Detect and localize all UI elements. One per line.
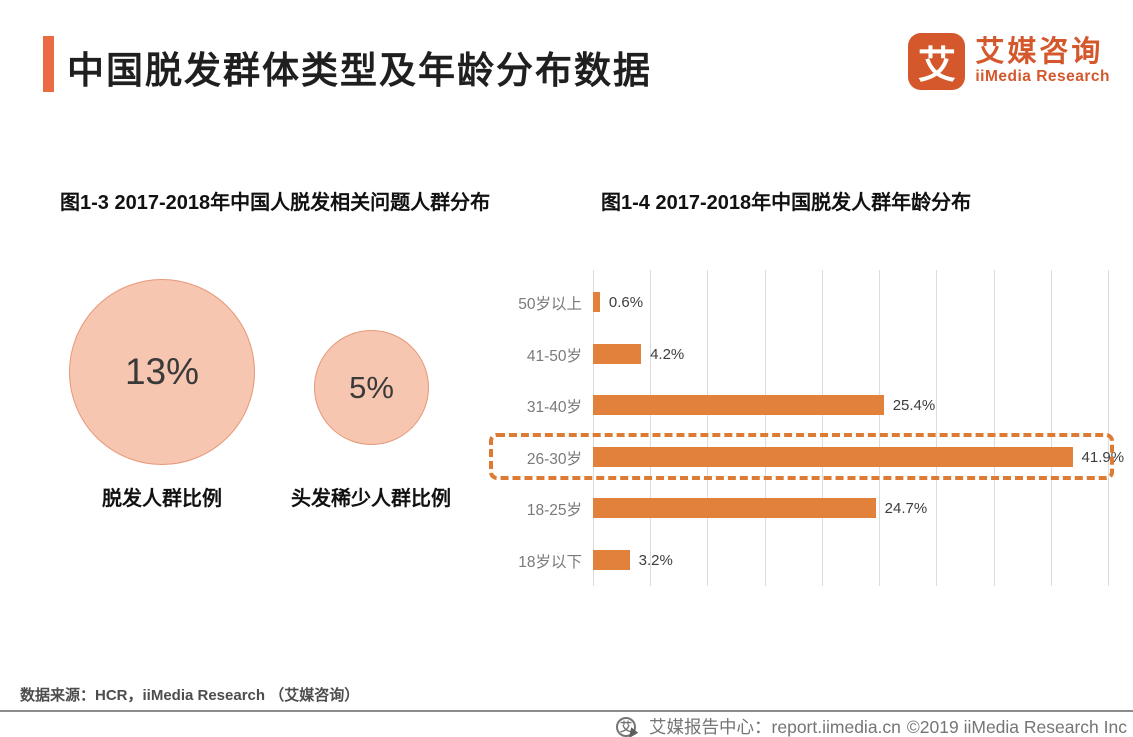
bar bbox=[593, 498, 876, 518]
gridline bbox=[650, 270, 652, 586]
gridline bbox=[764, 270, 766, 586]
age-distribution-bar-chart: 0.6% 4.2% 25.4% 41.9% 24.7% 3.2% 50岁以上 41-50岁 3… bbox=[470, 268, 1130, 593]
iimedia-logo: 艾 艾媒咨询 iiMedia Research bbox=[908, 33, 1110, 90]
bubble-thin-hair-label: 头发稀少人群比例 bbox=[291, 488, 451, 510]
bar-category-label: 41-50岁 bbox=[526, 347, 582, 365]
footer-copyright: ©2019 iiMedia Research Inc bbox=[906, 717, 1127, 737]
gridline bbox=[879, 270, 881, 586]
bubble-hair-loss-label: 脱发人群比例 bbox=[102, 488, 222, 510]
gridline bbox=[993, 270, 995, 586]
logo-name-cn: 艾媒咨询 bbox=[975, 36, 1104, 69]
report-center-icon-char: 艾 bbox=[620, 720, 633, 734]
gridline bbox=[936, 270, 938, 586]
bar bbox=[593, 446, 1073, 467]
bar bbox=[593, 292, 600, 312]
bar bbox=[593, 395, 884, 415]
bubble-hair-loss: 13% bbox=[69, 279, 255, 465]
footer-report-center: 艾媒报告中心：report.iimedia.cn bbox=[649, 717, 901, 737]
bar-value-label: 0.6% bbox=[608, 294, 644, 311]
bubble-thin-hair: 5% bbox=[314, 330, 429, 445]
bar-value-label: 24.7% bbox=[884, 500, 928, 517]
iimedia-report-center-icon: 艾 bbox=[616, 716, 640, 737]
page-title: 中国脱发群体类型及年龄分布数据 bbox=[67, 50, 652, 91]
bar-value-label: 3.2% bbox=[638, 551, 673, 569]
logo-text: 艾媒咨询 iiMedia Research bbox=[975, 37, 1110, 85]
bar-chart-plot-area: 0.6% 4.2% 25.4% 41.9% 24.7% 3.2% bbox=[593, 268, 1124, 588]
gridline bbox=[593, 270, 594, 586]
bar-category-label: 50岁以上 bbox=[518, 296, 582, 313]
iimedia-logo-icon: 艾 bbox=[908, 33, 966, 90]
bar bbox=[593, 549, 630, 570]
bar-chart-title: 图1-4 2017-2018年中国脱发人群年龄分布 bbox=[601, 192, 972, 214]
gridline bbox=[1108, 270, 1109, 586]
title-accent-bar bbox=[43, 36, 54, 92]
highlight-box bbox=[489, 433, 1114, 480]
cursor-arrow-icon bbox=[628, 726, 640, 737]
bar bbox=[593, 343, 642, 364]
gridline bbox=[821, 270, 823, 586]
bubble-hair-loss-value: 13% bbox=[124, 351, 200, 392]
bar-category-label: 26-30岁 bbox=[526, 450, 582, 468]
footer-text: 艾媒报告中心：report.iimedia.cn ©2019 iiMedia Re… bbox=[643, 714, 1127, 737]
bubble-thin-hair-value: 5% bbox=[349, 369, 394, 405]
bar-category-label: 18-25岁 bbox=[526, 502, 582, 519]
logo-name-en: iiMedia Research bbox=[975, 67, 1110, 85]
gridline bbox=[707, 270, 709, 586]
bar-value-label: 25.4% bbox=[892, 397, 936, 414]
bar-value-label: 4.2% bbox=[650, 345, 685, 363]
footer: 艾 艾媒报告中心：report.iimedia.cn ©2019 iiMedia … bbox=[616, 714, 1127, 737]
data-source: 数据来源：HCR，iiMedia Research （艾媒咨询） bbox=[20, 687, 360, 704]
bar-category-label: 31-40岁 bbox=[526, 399, 582, 416]
bar-category-label: 18岁以下 bbox=[518, 553, 582, 571]
gridline bbox=[1050, 270, 1052, 586]
bubble-chart-title: 图1-3 2017-2018年中国人脱发相关问题人群分布 bbox=[60, 192, 491, 214]
footer-divider bbox=[0, 710, 1133, 712]
